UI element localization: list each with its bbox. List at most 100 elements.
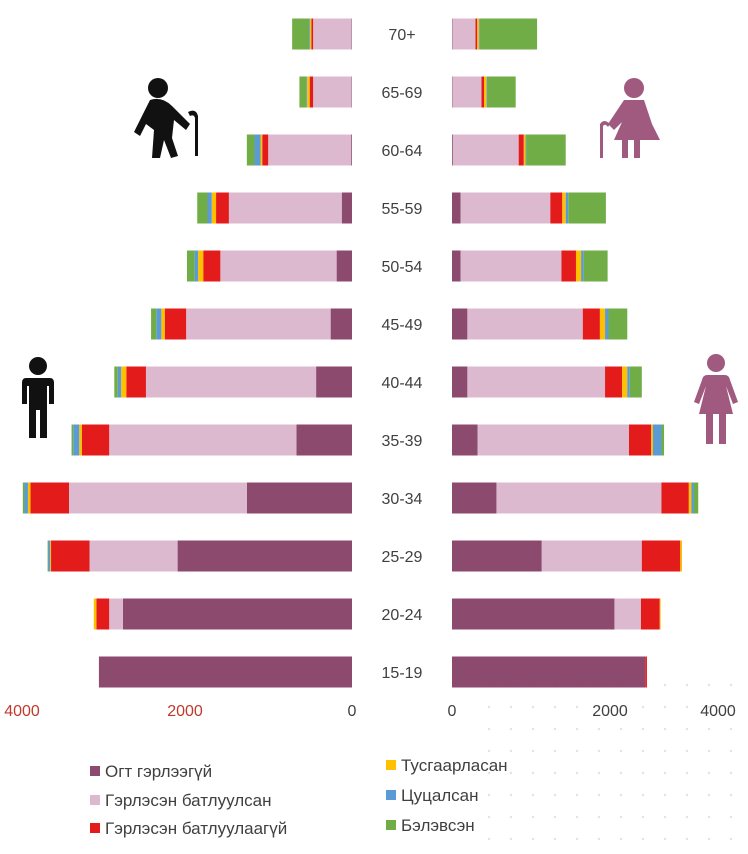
female-bar-60-64-s1 xyxy=(452,134,519,166)
age-label-20-24: 20-24 xyxy=(382,607,423,624)
male-bar-50-54-s5 xyxy=(186,250,195,282)
legend-swatch xyxy=(386,790,396,800)
age-label-30-34: 30-34 xyxy=(382,491,423,508)
legend-label: Гэрлэсэн батлуулсан xyxy=(105,791,271,810)
male-bar-30-34-s1 xyxy=(68,482,247,514)
female-bar-60-64-s5 xyxy=(526,134,566,166)
male-bar-55-59-s3 xyxy=(211,192,217,224)
male-bar-50-54-s0 xyxy=(336,250,352,282)
male-bar-30-34-s4 xyxy=(24,482,28,514)
female-bar-70+-s4 xyxy=(478,18,480,50)
age-group-labels: 70+ 65-69 60-64 55-59 50-54 45-49 40-44 35-39 30… xyxy=(382,27,423,682)
male-bar-25-29-s0 xyxy=(177,540,352,572)
female-bar-20-24-s1 xyxy=(614,598,641,630)
legend-swatch xyxy=(386,760,396,770)
male-bar-70+-s2 xyxy=(311,18,314,50)
female-bar-55-59-s0 xyxy=(452,192,461,224)
female-bar-65-69-s1 xyxy=(452,76,482,108)
female-bar-50-54-s2 xyxy=(561,250,576,282)
male-bar-40-44-s5 xyxy=(114,366,118,398)
male-bar-30-34-s5 xyxy=(22,482,25,514)
female-bar-30-34-s5 xyxy=(693,482,699,514)
male-bar-20-24-s2 xyxy=(96,598,110,630)
male-bar-30-34-s0 xyxy=(246,482,352,514)
female-bar-65-69-s3 xyxy=(484,76,487,108)
female-bar-35-39-s2 xyxy=(628,424,652,456)
female-bar-45-49-s1 xyxy=(467,308,583,340)
male-bar-35-39-s2 xyxy=(81,424,110,456)
male-bar-25-29-s1 xyxy=(89,540,178,572)
male-bar-55-59-s1 xyxy=(228,192,342,224)
female-bar-20-24-s0 xyxy=(452,598,615,630)
legend-swatch xyxy=(90,766,100,776)
female-bars xyxy=(452,18,699,688)
female-bar-30-34-s4 xyxy=(691,482,694,514)
female-bar-35-39-s0 xyxy=(452,424,478,456)
age-label-60-64: 60-64 xyxy=(382,143,423,160)
female-bar-20-24-s2 xyxy=(640,598,660,630)
male-bar-20-24-s1 xyxy=(109,598,123,630)
male-bar-25-29-s5 xyxy=(47,540,49,572)
female-bar-40-44-s4 xyxy=(627,366,630,398)
male-bar-35-39-s0 xyxy=(296,424,352,456)
age-label-35-39: 35-39 xyxy=(382,433,423,450)
female-bar-35-39-s1 xyxy=(477,424,629,456)
female-bar-45-49-s5 xyxy=(608,308,628,340)
male-bar-65-69-s2 xyxy=(309,76,314,108)
female-bar-35-39-s4 xyxy=(652,424,662,456)
female-bar-65-69-s2 xyxy=(481,76,485,108)
male-bar-35-39-s3 xyxy=(79,424,82,456)
age-label-45-49: 45-49 xyxy=(382,317,423,334)
male-bar-25-29-s3 xyxy=(50,540,52,572)
age-label-50-54: 50-54 xyxy=(382,259,423,276)
male-bar-40-44-s0 xyxy=(316,366,352,398)
male-bar-30-34-s3 xyxy=(27,482,31,514)
female-bar-50-54-s4 xyxy=(581,250,584,282)
male-bar-20-24-s3 xyxy=(93,598,97,630)
male-bar-65-69-s1 xyxy=(313,76,352,108)
male-bar-35-39-s5 xyxy=(71,424,74,456)
female-bar-55-59-s5 xyxy=(568,192,606,224)
legend-swatch xyxy=(90,823,100,833)
legend-label: Цуцалсан xyxy=(401,786,479,805)
female-bar-25-29-s1 xyxy=(541,540,642,572)
male-bar-40-44-s2 xyxy=(126,366,146,398)
male-bar-30-34-s2 xyxy=(30,482,69,514)
male-bar-50-54-s3 xyxy=(198,250,204,282)
male-bar-55-59-s2 xyxy=(216,192,229,224)
male-bar-25-29-s4 xyxy=(48,540,51,572)
male-bar-70+-s1 xyxy=(313,18,352,50)
female-bar-15-19-s2 xyxy=(645,656,647,688)
female-bar-40-44-s1 xyxy=(467,366,606,398)
x-tick-label: 2000 xyxy=(167,703,203,720)
male-bar-45-49-s0 xyxy=(330,308,352,340)
elderly-woman-icon xyxy=(600,78,660,158)
x-axis-ticks: 4000 2000 0 0 2000 4000 xyxy=(4,703,736,720)
female-bar-40-44-s2 xyxy=(605,366,623,398)
male-bar-65-69-s5 xyxy=(299,76,307,108)
female-bar-45-49-s2 xyxy=(582,308,600,340)
female-bar-55-59-s2 xyxy=(550,192,563,224)
male-bar-70+-s5 xyxy=(292,18,310,50)
x-tick-label: 0 xyxy=(348,703,357,720)
x-tick-label: 4000 xyxy=(4,703,40,720)
male-bar-55-59-s4 xyxy=(207,192,212,224)
male-bar-40-44-s4 xyxy=(117,366,122,398)
female-bar-50-54-s1 xyxy=(460,250,562,282)
male-bar-65-69-s4 xyxy=(306,76,308,108)
male-bar-50-54-s1 xyxy=(220,250,337,282)
male-bar-60-64-s3 xyxy=(260,134,263,166)
legend-swatch xyxy=(90,795,100,805)
x-tick-label: 4000 xyxy=(700,703,736,720)
male-bar-40-44-s1 xyxy=(145,366,317,398)
female-bar-60-64-s4 xyxy=(525,134,527,166)
female-bar-70+-s1 xyxy=(452,18,476,50)
male-bar-45-49-s1 xyxy=(186,308,331,340)
female-bar-65-69-s5 xyxy=(487,76,516,108)
male-bar-40-44-s3 xyxy=(121,366,127,398)
male-bar-55-59-s5 xyxy=(197,192,208,224)
male-bar-50-54-s2 xyxy=(203,250,221,282)
male-bar-15-19-s0 xyxy=(98,656,352,688)
age-label-65-69: 65-69 xyxy=(382,85,423,102)
male-bar-25-29-s2 xyxy=(51,540,90,572)
